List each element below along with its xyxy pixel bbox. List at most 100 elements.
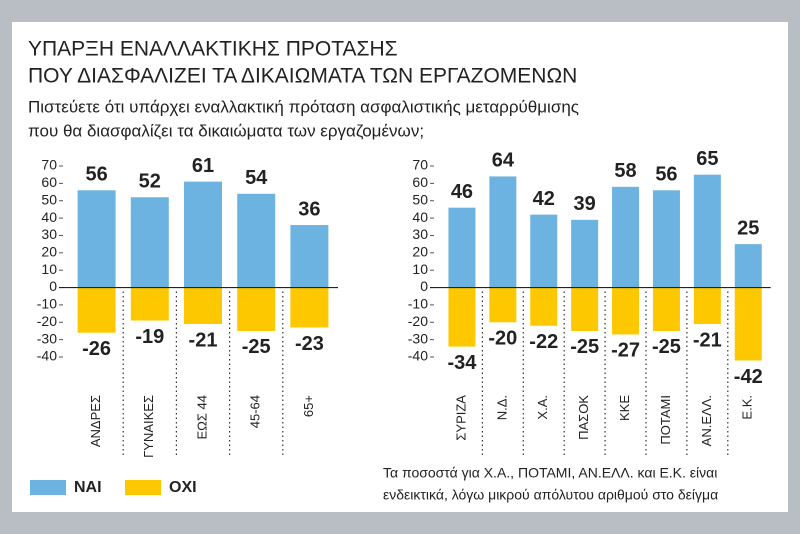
value-label: 65 bbox=[696, 148, 718, 170]
value-label: 54 bbox=[245, 167, 268, 189]
bar bbox=[571, 287, 599, 331]
value-label: -22 bbox=[529, 331, 558, 353]
y-tick-label: -20 bbox=[408, 313, 428, 329]
value-label: -42 bbox=[734, 366, 763, 388]
x-tick-label: ΑΝΔΡΕΣ bbox=[88, 395, 103, 447]
y-tick-label: 50 bbox=[41, 191, 57, 207]
bar bbox=[693, 174, 721, 288]
bar bbox=[734, 287, 762, 361]
y-tick-label: 30 bbox=[41, 226, 57, 242]
value-label: -25 bbox=[242, 336, 271, 358]
y-tick-label: 40 bbox=[412, 209, 428, 225]
value-label: 58 bbox=[614, 160, 636, 182]
value-label: -21 bbox=[693, 329, 722, 351]
subtitle-line: που θα διασφαλίζει τα δικαιώματα των εργ… bbox=[28, 121, 424, 140]
bar bbox=[184, 287, 222, 325]
y-tick-label: 0 bbox=[49, 278, 57, 294]
y-tick-label: 60 bbox=[412, 174, 428, 190]
y-tick-label: -30 bbox=[37, 330, 57, 346]
value-label: -27 bbox=[611, 340, 640, 362]
bar bbox=[448, 287, 476, 347]
value-label: 52 bbox=[139, 171, 161, 193]
value-label: 36 bbox=[298, 198, 320, 220]
x-tick-label: ΓΥΝΑΙΚΕΣ bbox=[141, 395, 156, 458]
x-tick-label: Ν.Δ. bbox=[494, 395, 509, 420]
legend-swatch bbox=[30, 480, 66, 495]
x-tick-label: ΕΩΣ 44 bbox=[194, 395, 209, 440]
value-label: -23 bbox=[295, 333, 324, 355]
value-label: -25 bbox=[652, 336, 681, 358]
subtitle-line: Πιστεύετε ότι υπάρχει εναλλακτική πρότασ… bbox=[28, 97, 579, 116]
value-label: 64 bbox=[492, 150, 515, 172]
note-line: Τα ποσοστά για Χ.Α., ΠΟΤΑΜΙ, ΑΝ.ΕΛΛ. και… bbox=[383, 465, 717, 481]
bar bbox=[652, 190, 680, 288]
x-tick-label: Ε.Κ. bbox=[740, 395, 755, 420]
bar bbox=[130, 197, 169, 288]
y-tick-label: 30 bbox=[412, 226, 428, 242]
legend-label: ΟΧΙ bbox=[169, 479, 197, 496]
bar bbox=[130, 287, 169, 321]
bar bbox=[652, 287, 680, 331]
title-line: ΠΟΥ ΔΙΑΣΦΑΛΙΖΕΙ ΤΑ ΔΙΚΑΙΩΜΑΤΑ ΤΩΝ ΕΡΓΑΖΟ… bbox=[28, 65, 577, 88]
x-tick-label: ΣΥΡΙΖΑ bbox=[453, 395, 468, 441]
value-label: 39 bbox=[574, 193, 596, 215]
y-tick-label: 10 bbox=[41, 261, 57, 277]
value-label: -26 bbox=[82, 338, 111, 360]
value-label: 56 bbox=[85, 164, 107, 186]
x-tick-label: 65+ bbox=[301, 395, 316, 417]
y-tick-label: 0 bbox=[420, 278, 428, 294]
value-label: -21 bbox=[189, 329, 218, 351]
bar bbox=[612, 186, 640, 288]
x-tick-label: ΑΝ.ΕΛΛ. bbox=[699, 395, 714, 446]
value-label: -25 bbox=[570, 336, 599, 358]
y-tick-label: -10 bbox=[408, 296, 428, 312]
x-tick-label: ΚΚΕ bbox=[617, 395, 632, 421]
value-label: 46 bbox=[451, 181, 473, 203]
value-label: 56 bbox=[655, 164, 677, 186]
bar bbox=[290, 225, 329, 288]
value-label: 25 bbox=[737, 217, 759, 239]
y-tick-label: -10 bbox=[37, 296, 57, 312]
bar bbox=[448, 207, 476, 288]
y-tick-label: 70 bbox=[412, 157, 428, 173]
value-label: -19 bbox=[135, 326, 164, 348]
bar bbox=[237, 287, 276, 331]
bar bbox=[77, 190, 116, 288]
bar bbox=[612, 287, 640, 335]
legend-swatch bbox=[125, 480, 161, 495]
value-label: -20 bbox=[488, 328, 517, 350]
y-tick-label: 60 bbox=[41, 174, 57, 190]
bar bbox=[530, 287, 558, 326]
y-tick-label: -40 bbox=[37, 348, 57, 364]
y-tick-label: -40 bbox=[408, 348, 428, 364]
y-tick-label: 20 bbox=[41, 244, 57, 260]
bar bbox=[290, 287, 329, 328]
y-tick-label: -30 bbox=[408, 330, 428, 346]
value-label: 42 bbox=[533, 188, 555, 210]
y-tick-label: 70 bbox=[41, 157, 57, 173]
bar bbox=[571, 219, 599, 288]
x-tick-label: 45-64 bbox=[248, 395, 263, 428]
x-tick-label: ΠΑΣΟΚ bbox=[576, 395, 591, 440]
bar bbox=[693, 287, 721, 325]
bar bbox=[530, 214, 558, 288]
bar bbox=[237, 193, 276, 288]
bar bbox=[77, 287, 116, 333]
note-line: ενδεικτικά, λόγω μικρού απόλυτου αριθμού… bbox=[383, 487, 718, 503]
x-tick-label: ΠΟΤΑΜΙ bbox=[658, 395, 673, 445]
y-tick-label: 40 bbox=[41, 209, 57, 225]
bar bbox=[184, 181, 222, 288]
bar bbox=[489, 176, 517, 288]
y-tick-label: -20 bbox=[37, 313, 57, 329]
y-tick-label: 10 bbox=[412, 261, 428, 277]
title-line: ΥΠΑΡΞΗ ΕΝΑΛΛΑΚΤΙΚΗΣ ΠΡΟΤΑΣΗΣ bbox=[28, 38, 398, 61]
bar bbox=[489, 287, 517, 323]
value-label: 61 bbox=[192, 155, 214, 177]
x-tick-label: Χ.Α. bbox=[535, 395, 550, 420]
y-tick-label: 20 bbox=[412, 244, 428, 260]
y-tick-label: 50 bbox=[412, 191, 428, 207]
legend-label: ΝΑΙ bbox=[74, 479, 102, 496]
bar bbox=[734, 244, 762, 288]
